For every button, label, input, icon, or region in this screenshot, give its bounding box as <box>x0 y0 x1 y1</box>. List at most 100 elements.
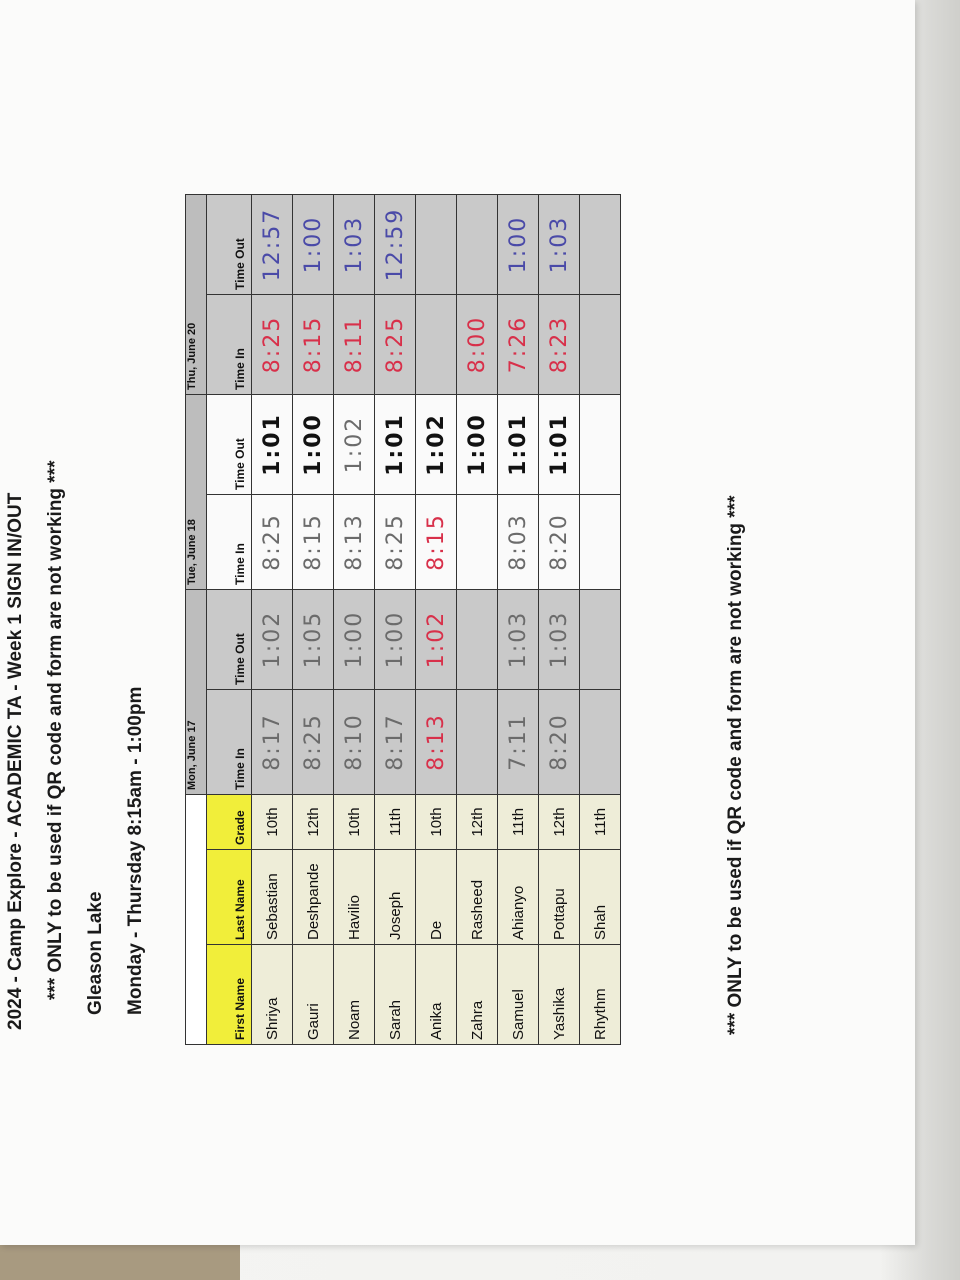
time-out-cell: 1:02 <box>333 394 375 495</box>
time-out-cell: 1:01 <box>497 394 539 495</box>
table-row: Rhythm Shah 11th <box>579 194 621 1045</box>
grade-cell: 12th <box>538 794 580 850</box>
time-in-cell: 8:20 <box>538 689 580 795</box>
time-in-cell: 8:25 <box>292 689 334 795</box>
time-in-cell <box>579 294 621 395</box>
last-name-cell: Havilio <box>333 849 375 945</box>
time-in-cell: 8:11 <box>333 294 375 395</box>
column-header: Time In <box>206 689 252 795</box>
first-name-cell: Gauri <box>292 944 334 1045</box>
time-out-cell: 1:03 <box>333 194 375 295</box>
first-name-cell: Anika <box>415 944 457 1045</box>
first-name-cell: Samuel <box>497 944 539 1045</box>
time-out-cell: 1:00 <box>456 394 498 495</box>
time-in-cell: 8:03 <box>497 494 539 590</box>
time-in-cell: 8:13 <box>415 689 457 795</box>
column-header: Time Out <box>206 589 252 690</box>
time-in-cell <box>579 689 621 795</box>
first-name-cell: Shriya <box>251 944 293 1045</box>
time-out-cell: 1:02 <box>251 589 293 690</box>
table-row: Noam Havilio 10th 8:10 1:00 8:13 1:02 8:11 1:03 <box>333 194 375 1045</box>
time-out-cell <box>579 194 621 295</box>
time-out-cell: 1:01 <box>251 394 293 495</box>
time-out-cell: 1:01 <box>374 394 416 495</box>
grade-cell: 12th <box>292 794 334 850</box>
grade-cell: 11th <box>374 794 416 850</box>
time-in-cell: 8:10 <box>333 689 375 795</box>
first-name-cell: Sarah <box>374 944 416 1045</box>
last-name-cell: Pottapu <box>538 849 580 945</box>
grade-cell: 10th <box>415 794 457 850</box>
time-in-cell: 7:26 <box>497 294 539 395</box>
table-row: Shriya Sebastian 10th 8:17 1:02 8:25 1:01 8:25 1… <box>251 194 293 1045</box>
day-header-row: Mon, June 17 Tue, June 18 Thu, June 20 <box>185 194 207 1045</box>
sheet-title: 2024 - Camp Explore - ACADEMIC TA - Week… <box>5 492 26 1030</box>
time-in-cell: 8:25 <box>374 294 416 395</box>
time-in-cell: 8:17 <box>251 689 293 795</box>
time-out-cell <box>579 589 621 690</box>
time-in-cell <box>415 294 457 395</box>
time-in-cell: 8:13 <box>333 494 375 590</box>
column-header-row: First Name Last Name Grade Time In Time … <box>206 194 252 1045</box>
time-out-cell: 1:00 <box>333 589 375 690</box>
time-in-cell <box>579 494 621 590</box>
time-out-cell: 1:05 <box>292 589 334 690</box>
location: Gleason Lake <box>85 891 106 1015</box>
time-in-cell: 8:15 <box>415 494 457 590</box>
time-in-cell <box>456 689 498 795</box>
grade-cell: 11th <box>497 794 539 850</box>
time-out-cell: 1:00 <box>292 194 334 295</box>
last-name-cell: Sebastian <box>251 849 293 945</box>
day-header-blank <box>185 794 207 1045</box>
time-out-cell: 1:00 <box>497 194 539 295</box>
usage-notice: *** ONLY to be used if QR code and form … <box>45 460 66 1001</box>
table-row: Yashika Pottapu 12th 8:20 1:03 8:20 1:01 8:23 1:… <box>538 194 580 1045</box>
time-out-cell: 1:02 <box>415 394 457 495</box>
first-name-cell: Noam <box>333 944 375 1045</box>
column-header: Time In <box>206 294 252 395</box>
last-name-cell: Rasheed <box>456 849 498 945</box>
day-header: Tue, June 18 <box>185 394 207 590</box>
time-out-cell: 1:03 <box>538 194 580 295</box>
time-in-cell: 7:11 <box>497 689 539 795</box>
time-out-cell <box>456 589 498 690</box>
last-name-cell: Ahianyo <box>497 849 539 945</box>
time-out-cell: 1:01 <box>538 394 580 495</box>
time-in-cell: 8:23 <box>538 294 580 395</box>
last-name-cell: De <box>415 849 457 945</box>
time-in-cell: 8:00 <box>456 294 498 395</box>
time-out-cell: 12:59 <box>374 194 416 295</box>
time-in-cell: 8:25 <box>251 294 293 395</box>
table-row: Sarah Joseph 11th 8:17 1:00 8:25 1:01 8:25 12:59 <box>374 194 416 1045</box>
time-in-cell: 8:17 <box>374 689 416 795</box>
column-header: Time Out <box>206 194 252 295</box>
first-name-cell: Rhythm <box>579 944 621 1045</box>
table-row: Samuel Ahianyo 11th 7:11 1:03 8:03 1:01 7:26 1:0… <box>497 194 539 1045</box>
day-header: Mon, June 17 <box>185 589 207 795</box>
column-header: Last Name <box>206 849 252 945</box>
first-name-cell: Zahra <box>456 944 498 1045</box>
time-out-cell: 1:00 <box>292 394 334 495</box>
table-row: Zahra Rasheed 12th 1:00 8:00 <box>456 194 498 1045</box>
grade-cell: 10th <box>251 794 293 850</box>
time-out-cell <box>456 194 498 295</box>
table-row: Anika De 10th 8:13 1:02 8:15 1:02 <box>415 194 457 1045</box>
time-out-cell: 1:00 <box>374 589 416 690</box>
time-in-cell: 8:25 <box>374 494 416 590</box>
time-out-cell: 12:57 <box>251 194 293 295</box>
attendance-table: Mon, June 17 Tue, June 18 Thu, June 20 F… <box>185 194 621 1045</box>
time-out-cell: 1:03 <box>538 589 580 690</box>
last-name-cell: Shah <box>579 849 621 945</box>
column-header: Grade <box>206 794 252 850</box>
time-in-cell: 8:20 <box>538 494 580 590</box>
time-out-cell: 1:03 <box>497 589 539 690</box>
time-in-cell: 8:15 <box>292 294 334 395</box>
table-row: Gauri Deshpande 12th 8:25 1:05 8:15 1:00 8:15 1:… <box>292 194 334 1045</box>
time-out-cell: 1:02 <box>415 589 457 690</box>
column-header: Time Out <box>206 394 252 495</box>
time-in-cell <box>456 494 498 590</box>
time-in-cell: 8:15 <box>292 494 334 590</box>
day-header: Thu, June 20 <box>185 194 207 395</box>
grade-cell: 10th <box>333 794 375 850</box>
first-name-cell: Yashika <box>538 944 580 1045</box>
